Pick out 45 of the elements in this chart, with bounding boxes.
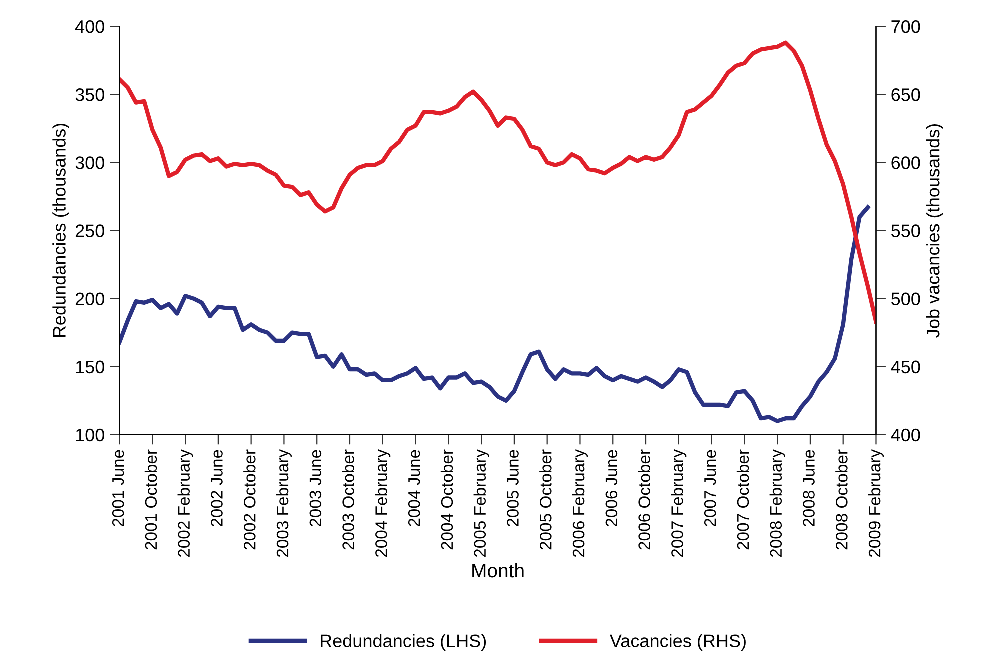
x-tick-label: 2003 February xyxy=(276,450,292,558)
x-tick-label: 2004 October xyxy=(440,450,454,550)
legend-label: Redundancies (LHS) xyxy=(321,634,486,652)
y-tick-label: 400 xyxy=(75,20,104,34)
x-tick-label: 2002 June xyxy=(211,450,223,527)
x-tick-label: 2007 June xyxy=(704,450,716,527)
x-tick-label: 2009 February xyxy=(868,450,884,558)
x-tick-label: 2005 June xyxy=(507,450,519,527)
y-tick-label: 100 xyxy=(76,428,104,442)
y-tick-label: 200 xyxy=(76,292,104,306)
y2-axis-title: Job vacancies (thousands) xyxy=(926,124,944,338)
x-tick-label: 2006 February xyxy=(572,450,588,558)
y2-tick-label: 650 xyxy=(892,88,920,102)
x-tick-label: 2003 October xyxy=(342,450,354,550)
x-tick-label: 2006 October xyxy=(638,450,650,550)
x-tick-label: 2005 October xyxy=(540,450,552,550)
x-tick-label: 2004 June xyxy=(408,450,420,527)
y2-tick-label: 450 xyxy=(891,360,920,374)
x-tick-label: 2008 October xyxy=(836,450,848,550)
y-axis-title: Redundancies (thousands) xyxy=(52,124,70,338)
y2-tick-label: 500 xyxy=(892,292,920,306)
x-tick-label: 2002 February xyxy=(178,450,194,558)
x-axis-title: Month xyxy=(472,563,524,578)
y-tick-label: 300 xyxy=(76,156,104,170)
y2-tick-label: 600 xyxy=(892,156,920,170)
x-tick-label: 2001 October xyxy=(144,450,158,550)
x-tick-label: 2007 October xyxy=(736,450,750,550)
x-tick-label: 2005 February xyxy=(474,450,490,558)
y2-tick-label: 550 xyxy=(892,224,920,238)
x-tick-label: 2006 June xyxy=(606,450,618,527)
x-tick-label: 2004 February xyxy=(375,450,391,558)
x-tick-label: 2003 June xyxy=(310,450,322,527)
line-series xyxy=(120,206,870,424)
x-tick-label: 2002 October xyxy=(244,450,256,550)
y-tick-label: 150 xyxy=(76,360,104,374)
y-tick-label: 350 xyxy=(76,88,104,102)
y2-tick-label: 400 xyxy=(891,428,920,442)
legend-label: Vacancies (RHS) xyxy=(610,634,746,652)
x-tick-label: 2007 February xyxy=(671,450,687,558)
y-tick-label: 250 xyxy=(76,224,104,238)
x-tick-label: 2008 June xyxy=(803,450,815,527)
y2-tick-label: 700 xyxy=(892,20,920,34)
x-tick-label: 2001 June xyxy=(112,450,124,527)
x-tick-label: 2008 February xyxy=(770,450,786,558)
line-series xyxy=(120,40,876,324)
